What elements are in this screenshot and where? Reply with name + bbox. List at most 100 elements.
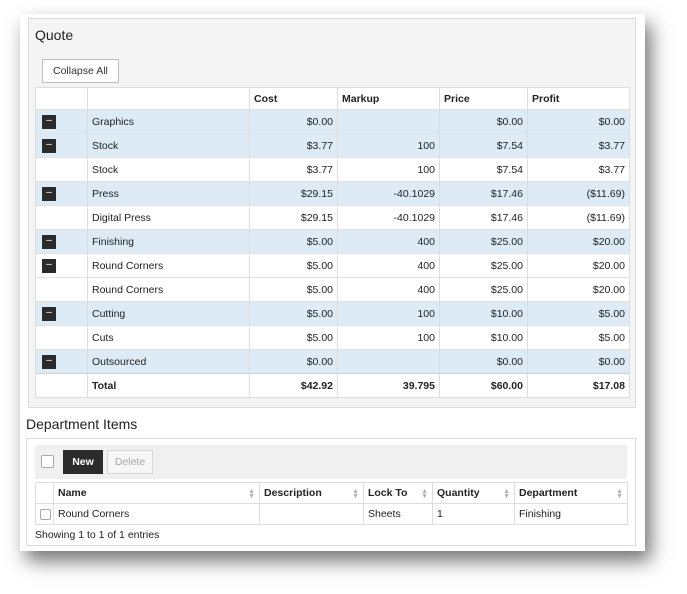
- dept-col-quantity[interactable]: Quantity ▲ ▼: [432, 482, 515, 504]
- row-price: $0.00: [439, 109, 528, 134]
- table-row[interactable]: Round Corners Sheets 1 Finishing: [35, 503, 628, 525]
- row-checkbox[interactable]: [40, 509, 51, 520]
- department-items-title: Department Items: [26, 416, 138, 432]
- row-name: Round Corners: [87, 277, 250, 302]
- row-cost: $29.15: [249, 181, 338, 206]
- row-price: $17.46: [439, 205, 528, 230]
- col-toggle: [35, 87, 88, 110]
- select-all-checkbox[interactable]: [41, 455, 54, 468]
- dept-col-description[interactable]: Description ▲ ▼: [259, 482, 364, 504]
- row-markup: 100: [337, 133, 440, 158]
- table-row: Round Corners $5.00 400 $25.00 $20.00: [35, 277, 630, 302]
- sort-icon[interactable]: ▲ ▼: [616, 488, 623, 500]
- col-name: [87, 87, 250, 110]
- col-price: Price: [439, 87, 528, 110]
- toggle-cell: –: [35, 349, 88, 374]
- row-price: $10.00: [439, 325, 528, 350]
- row-markup: 400: [337, 229, 440, 254]
- row-lock-to: Sheets: [363, 503, 433, 525]
- row-cost: $5.00: [249, 229, 338, 254]
- dept-col-name-label: Name: [58, 487, 87, 499]
- row-markup: [337, 109, 440, 134]
- row-profit: $0.00: [527, 349, 630, 374]
- dept-col-department[interactable]: Department ▲ ▼: [514, 482, 628, 504]
- row-markup: -40.1029: [337, 181, 440, 206]
- row-cost: $3.77: [249, 133, 338, 158]
- dept-col-description-label: Description: [264, 487, 322, 499]
- row-markup: 400: [337, 277, 440, 302]
- row-cost: $5.00: [249, 277, 338, 302]
- toggle-cell: [35, 157, 88, 182]
- table-row: Digital Press $29.15 -40.1029 $17.46 ($11.69…: [35, 205, 630, 230]
- row-markup: 100: [337, 301, 440, 326]
- row-markup: -40.1029: [337, 205, 440, 230]
- row-name: Cutting: [87, 301, 250, 326]
- row-quantity: 1: [432, 503, 515, 525]
- row-profit: $5.00: [527, 301, 630, 326]
- collapse-icon[interactable]: –: [42, 307, 56, 321]
- total-label: Total: [87, 373, 250, 398]
- department-toolbar: New Delete: [35, 445, 627, 479]
- row-cost: $29.15: [249, 205, 338, 230]
- dept-col-select: [35, 482, 54, 504]
- main-frame: Quote Collapse All Cost Markup Price Pro…: [20, 14, 645, 551]
- collapse-icon[interactable]: –: [42, 187, 56, 201]
- dept-col-lock-to[interactable]: Lock To ▲ ▼: [363, 482, 433, 504]
- row-markup: [337, 349, 440, 374]
- collapse-all-button[interactable]: Collapse All: [42, 59, 119, 83]
- total-markup: 39.795: [337, 373, 440, 398]
- sort-icon[interactable]: ▲ ▼: [248, 488, 255, 500]
- delete-button[interactable]: Delete: [107, 450, 153, 474]
- row-cost: $0.00: [249, 349, 338, 374]
- table-row: – Outsourced $0.00 $0.00 $0.00: [35, 349, 630, 374]
- row-price: $25.00: [439, 277, 528, 302]
- row-price: $17.46: [439, 181, 528, 206]
- toggle-cell: [35, 205, 88, 230]
- row-name: Graphics: [87, 109, 250, 134]
- row-profit: $20.00: [527, 229, 630, 254]
- sort-icon[interactable]: ▲ ▼: [421, 488, 428, 500]
- collapse-icon[interactable]: –: [42, 115, 56, 129]
- collapse-icon[interactable]: –: [42, 139, 56, 153]
- department-header-row: Name ▲ ▼ Description ▲ ▼ Lock To ▲ ▼ Quantity ▲…: [35, 482, 628, 504]
- table-row: – Press $29.15 -40.1029 $17.46 ($11.69): [35, 181, 630, 206]
- row-cost: $5.00: [249, 325, 338, 350]
- table-row: Cuts $5.00 100 $10.00 $5.00: [35, 325, 630, 350]
- row-name: Cuts: [87, 325, 250, 350]
- row-description: [259, 503, 364, 525]
- collapse-icon[interactable]: –: [42, 259, 56, 273]
- sort-icon[interactable]: ▲ ▼: [352, 488, 359, 500]
- row-name: Press: [87, 181, 250, 206]
- row-price: $25.00: [439, 253, 528, 278]
- row-profit: $5.00: [527, 325, 630, 350]
- row-cost: $3.77: [249, 157, 338, 182]
- new-button[interactable]: New: [63, 450, 103, 474]
- dept-col-department-label: Department: [519, 487, 578, 499]
- row-profit: $0.00: [527, 109, 630, 134]
- quote-header-row: Cost Markup Price Profit: [35, 87, 630, 110]
- row-price: $25.00: [439, 229, 528, 254]
- row-name: Round Corners: [87, 253, 250, 278]
- row-name: Outsourced: [87, 349, 250, 374]
- toggle-cell: –: [35, 301, 88, 326]
- sort-icon[interactable]: ▲ ▼: [503, 488, 510, 500]
- toggle-cell: –: [35, 133, 88, 158]
- row-profit: $20.00: [527, 277, 630, 302]
- row-markup: 100: [337, 157, 440, 182]
- row-cost: $5.00: [249, 253, 338, 278]
- row-name: Stock: [87, 157, 250, 182]
- collapse-icon[interactable]: –: [42, 355, 56, 369]
- collapse-icon[interactable]: –: [42, 235, 56, 249]
- quote-panel: Quote Collapse All Cost Markup Price Pro…: [28, 18, 636, 408]
- total-toggle-cell: [35, 373, 88, 398]
- dept-col-lock-to-label: Lock To: [368, 487, 408, 499]
- table-row: – Finishing $5.00 400 $25.00 $20.00: [35, 229, 630, 254]
- dept-col-quantity-label: Quantity: [437, 487, 480, 499]
- row-profit: ($11.69): [527, 181, 630, 206]
- row-department: Finishing: [514, 503, 628, 525]
- col-profit: Profit: [527, 87, 630, 110]
- dept-col-name[interactable]: Name ▲ ▼: [53, 482, 260, 504]
- toggle-cell: –: [35, 253, 88, 278]
- department-table-wrap: Name ▲ ▼ Description ▲ ▼ Lock To ▲ ▼ Quantity ▲…: [35, 482, 628, 525]
- row-select-cell: [35, 503, 54, 525]
